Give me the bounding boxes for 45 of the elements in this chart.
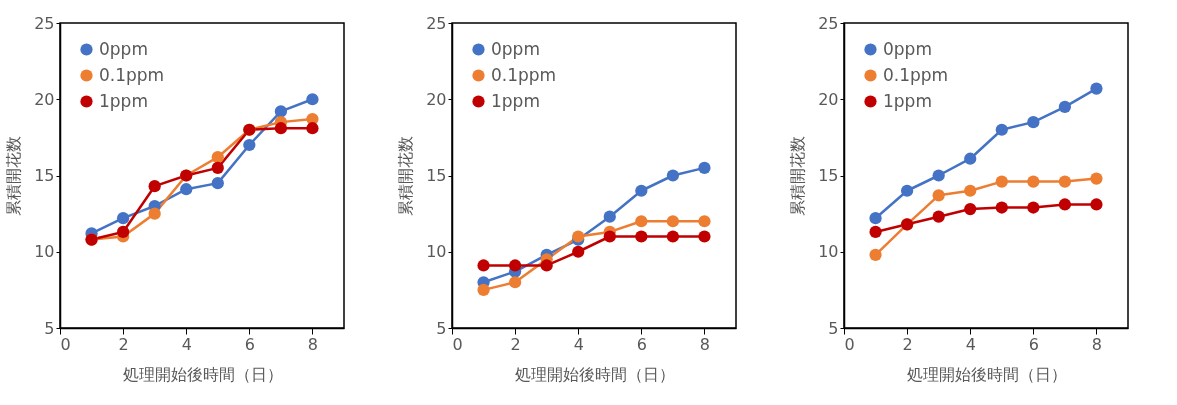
x-tick-label: 2 [902,334,913,354]
y-tick-label: 20 [426,89,447,109]
legend-label: 0ppm [99,38,148,59]
y-tick-label: 25 [34,13,55,33]
x-axis-title: 処理開始後時間（日） [122,364,283,384]
y-axis-title: 累積開花数 [788,136,808,216]
legend-label: 1ppm [883,90,932,111]
y-tick-label: 5 [436,318,447,338]
y-tick-label: 5 [44,318,55,338]
legend-label: 0.1ppm [491,64,557,85]
x-tick-label: 6 [244,334,255,354]
x-tick-label: 0 [452,334,463,354]
x-tick-label: 6 [1028,334,1039,354]
legend-label: 0.1ppm [99,64,165,85]
y-tick-label: 10 [426,242,447,262]
y-tick-label: 15 [34,166,55,185]
x-tick-label: 0 [844,334,855,354]
x-tick-label: 8 [699,334,711,354]
x-axis-title: 処理開始後時間（日） [906,364,1067,384]
legend-label: 1ppm [99,90,148,111]
x-tick-label: 2 [118,334,129,354]
y-tick-label: 15 [426,166,447,185]
x-tick-label: 8 [1091,334,1103,354]
y-axis-title: 累積開花数 [4,136,24,216]
y-tick-label: 10 [34,242,55,262]
y-tick-label: 10 [818,242,839,262]
x-axis-title: 処理開始後時間（日） [514,364,675,384]
y-tick-label: 20 [34,89,55,109]
legend-label: 1ppm [491,90,540,111]
y-axis-title: 累積開花数 [396,136,416,216]
y-tick-label: 15 [818,166,839,185]
x-tick-label: 2 [510,334,521,354]
x-tick-label: 8 [307,334,319,354]
x-tick-label: 0 [60,334,71,354]
x-tick-label: 4 [573,334,584,354]
x-tick-label: 6 [636,334,647,354]
legend-label: 0ppm [883,38,932,59]
y-tick-label: 5 [828,318,839,338]
legend-label: 0ppm [491,38,540,59]
y-tick-label: 25 [426,13,447,33]
legend-label: 0.1ppm [883,64,949,85]
x-tick-label: 4 [965,334,976,354]
y-tick-label: 20 [818,89,839,109]
y-tick-label: 25 [818,13,839,33]
x-tick-label: 4 [181,334,192,354]
